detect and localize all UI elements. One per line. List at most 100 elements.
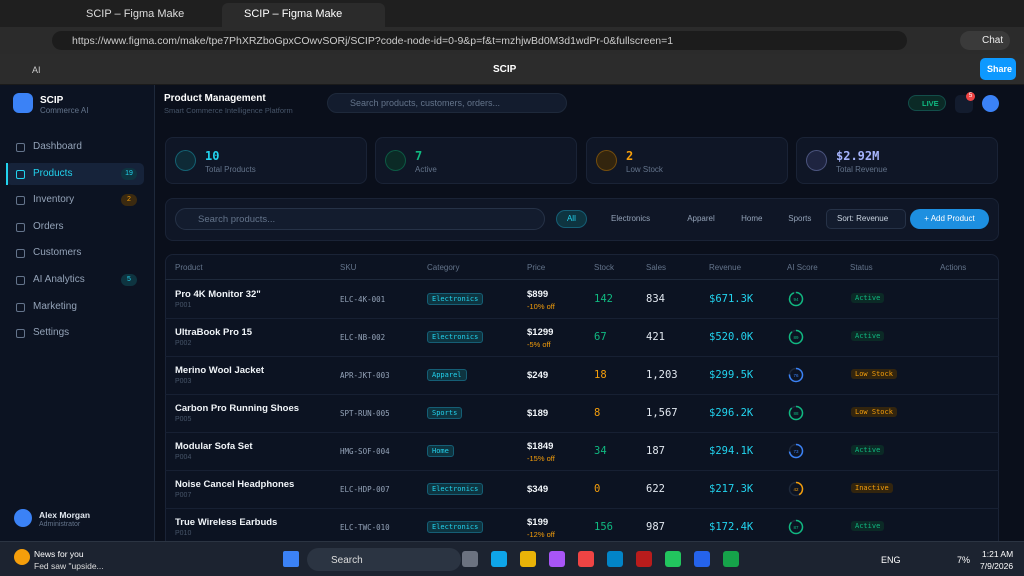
taskbar-app[interactable]	[607, 551, 623, 567]
category-badge: Electronics	[427, 521, 484, 533]
sales: 622	[646, 483, 665, 495]
nav-icon	[16, 276, 25, 285]
search-placeholder: Search products, customers, orders...	[350, 98, 501, 108]
price: $349	[527, 484, 549, 495]
taskbar-app[interactable]	[491, 551, 507, 567]
ai-score-ring: 88	[788, 405, 804, 421]
table	[165, 254, 999, 554]
battery: 7%	[957, 555, 971, 565]
taskbar-search[interactable]	[307, 548, 461, 571]
add-button[interactable]	[910, 209, 989, 229]
sort-label: Sort: Revenue	[837, 214, 889, 223]
ring-arc	[788, 519, 804, 535]
sku: ELC-HDP-007	[340, 485, 390, 494]
nav-label: Products	[33, 167, 73, 179]
revenue: $299.5K	[709, 369, 754, 381]
row-rule	[165, 394, 999, 395]
product-id: P002	[175, 340, 192, 347]
column-header: Category	[427, 263, 460, 272]
category-badge: Electronics	[427, 331, 484, 343]
ai-score-ring: 89	[788, 329, 804, 345]
status-badge: Low Stock	[851, 407, 897, 417]
address-bar[interactable]	[52, 31, 907, 50]
clock-date: 7/9/2026	[980, 561, 1014, 571]
row-rule	[165, 432, 999, 433]
stock: 0	[594, 483, 601, 495]
news-text: Fed saw "upside...	[34, 561, 104, 571]
revenue: $172.4K	[709, 521, 754, 533]
revenue: $294.1K	[709, 445, 754, 457]
ai-score-ring: 94	[788, 291, 804, 307]
nav-badge: 19	[121, 167, 137, 180]
page-title: Product Management	[164, 93, 266, 104]
sort-select[interactable]	[826, 209, 906, 229]
nav-label: AI Analytics	[33, 274, 85, 285]
column-header: SKU	[340, 263, 357, 272]
nav-badge: 5	[121, 274, 137, 286]
global-search[interactable]	[327, 93, 567, 113]
news-icon	[14, 549, 30, 565]
share-button[interactable]	[980, 58, 1016, 80]
ai-label: AI	[32, 65, 41, 75]
price: $899	[527, 289, 549, 300]
nav-label: Settings	[33, 327, 70, 339]
nav-label: Inventory	[33, 194, 75, 206]
ai-score-ring: 42	[788, 481, 804, 497]
taskbar-app[interactable]	[636, 551, 652, 567]
taskbar-app[interactable]	[578, 551, 594, 567]
taskbar-app[interactable]	[723, 551, 739, 567]
column-header: Price	[527, 263, 546, 272]
stat-value: 10	[205, 149, 220, 163]
sales: 1,567	[646, 407, 678, 419]
page-subtitle: Smart Commerce Intelligence Platform	[164, 106, 293, 115]
product-name: True Wireless Earbuds	[175, 517, 278, 528]
sales: 1,203	[646, 369, 678, 381]
tab-active[interactable]	[222, 3, 385, 27]
ai-score: 76	[793, 373, 799, 378]
ai-score: 87	[793, 525, 799, 530]
nav-item[interactable]	[6, 162, 144, 185]
product-id: P005	[175, 416, 192, 423]
chip-label: Home	[741, 214, 763, 223]
stock: 156	[594, 521, 613, 533]
column-header: Stock	[594, 263, 615, 272]
nav-item[interactable]	[6, 322, 144, 344]
file-name: SCIP	[493, 64, 517, 75]
taskbar-app[interactable]	[694, 551, 710, 567]
row-rule	[165, 356, 999, 357]
taskbar-app[interactable]	[462, 551, 478, 567]
url: https://www.figma.com/make/tpe7PhXRZboGp…	[72, 35, 674, 47]
stat-card	[165, 137, 367, 184]
sku: ELC-4K-001	[340, 295, 386, 304]
add-label: + Add Product	[924, 214, 975, 223]
column-header: Status	[850, 263, 873, 272]
nav-item[interactable]	[6, 216, 144, 238]
product-search[interactable]	[175, 208, 545, 230]
discount: -10% off	[527, 302, 555, 311]
product-id: P007	[175, 492, 192, 499]
chat-button[interactable]	[960, 31, 1010, 50]
stock: 142	[594, 293, 613, 305]
stat-value: $2.92M	[836, 149, 880, 163]
category-badge: Electronics	[427, 483, 484, 495]
revenue: $671.3K	[709, 293, 754, 305]
category-badge: Sports	[427, 407, 463, 419]
filter-chip[interactable]	[556, 210, 587, 228]
product-name: Merino Wool Jacket	[175, 365, 265, 376]
taskbar-app[interactable]	[520, 551, 536, 567]
live-label: LIVE	[922, 99, 939, 108]
discount: -15% off	[527, 454, 555, 463]
start-button[interactable]	[283, 551, 299, 567]
price: $189	[527, 408, 549, 419]
status-badge: Active	[851, 293, 885, 303]
sku: ELC-NB-002	[340, 333, 386, 342]
column-header: Product	[175, 263, 203, 272]
taskbar-app[interactable]	[549, 551, 565, 567]
status-badge: Active	[851, 521, 885, 531]
header-avatar[interactable]	[982, 95, 999, 112]
taskbar-app[interactable]	[665, 551, 681, 567]
stock: 67	[594, 331, 607, 343]
taskbar	[0, 541, 1024, 576]
status-badge: Active	[851, 445, 885, 455]
